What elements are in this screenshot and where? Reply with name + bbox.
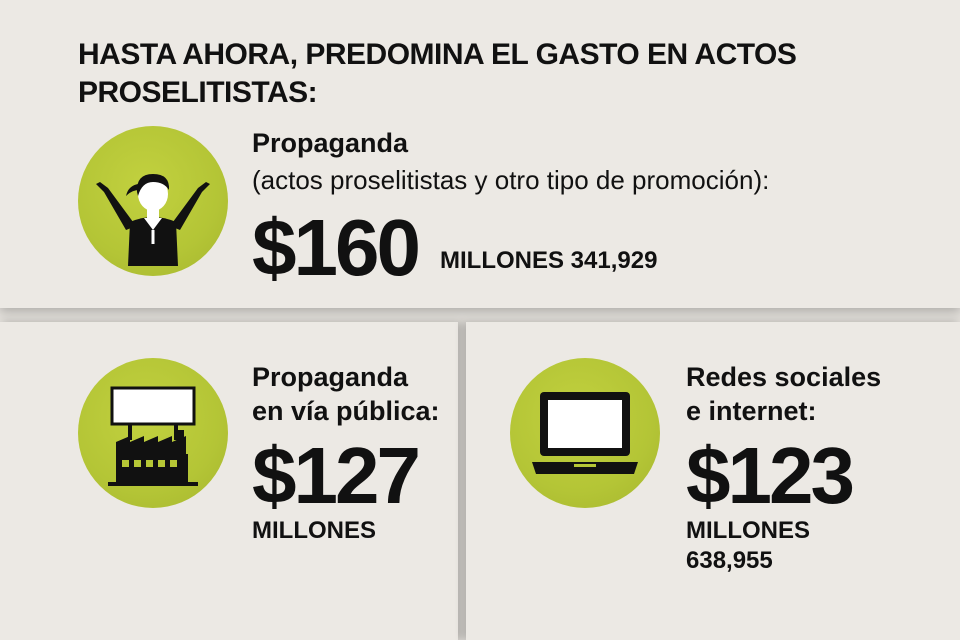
social-networks-label: Redes sociales e internet:	[686, 360, 881, 428]
headline-line-1: HASTA AHORA, PREDOMINA EL GASTO EN ACTOS	[78, 38, 797, 71]
bottom-left-panel	[0, 322, 458, 640]
social-networks-label-line-1: Redes sociales	[686, 362, 882, 392]
street-propaganda-label-line-1: Propaganda	[252, 362, 409, 392]
headline-line-2: PROSELITISTAS:	[78, 76, 318, 109]
propaganda-description: (actos proselitistas y otro tipo de prom…	[252, 165, 770, 195]
headline: HASTA AHORA, PREDOMINA EL GASTO EN ACTOS…	[78, 36, 878, 112]
street-propaganda-label-line-2: en vía pública:	[252, 396, 440, 426]
street-propaganda-amount: $127	[252, 431, 421, 520]
propaganda-unit: MILLONES 341,929	[440, 247, 658, 274]
cheering-person-icon	[78, 126, 228, 276]
billboard-street-icon	[78, 358, 228, 508]
social-networks-unit-line-2: 638,955	[686, 547, 773, 574]
propaganda-label: Propaganda	[252, 128, 409, 158]
social-networks-unit: MILLONES 638,955	[686, 516, 810, 576]
street-propaganda-unit: MILLONES	[252, 517, 376, 544]
street-propaganda-label: Propaganda en vía pública:	[252, 360, 440, 428]
social-networks-label-line-2: e internet:	[686, 396, 817, 426]
laptop-icon	[510, 358, 660, 508]
propaganda-amount: $160	[252, 203, 421, 292]
social-networks-amount: $123	[686, 431, 855, 520]
social-networks-unit-line-1: MILLONES	[686, 517, 810, 544]
